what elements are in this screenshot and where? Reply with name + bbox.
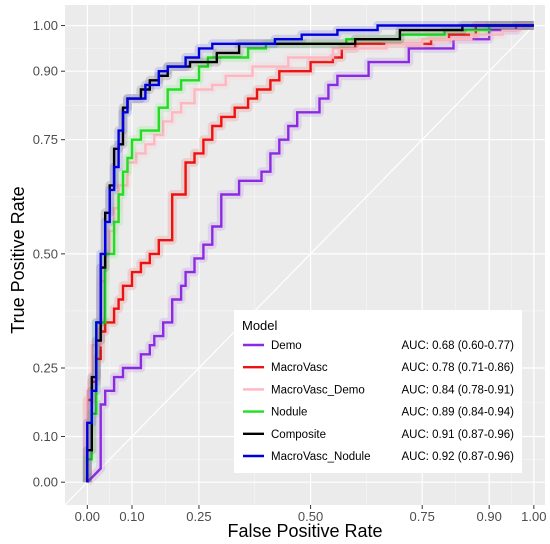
legend-label-macrovasc-nodule: MacroVasc_Nodule bbox=[271, 451, 371, 463]
diagonal-reference-line bbox=[64, 25, 535, 506]
legend-label-nodule: Nodule bbox=[271, 407, 307, 419]
legend-label-macrovasc-demo: MacroVasc_Demo bbox=[271, 384, 365, 396]
y-tick-label: 0.25 bbox=[33, 361, 58, 376]
y-tick-label: 0.75 bbox=[33, 132, 58, 147]
y-axis-ticks: 0.00 0.10 0.25 0.50 0.75 0.90 1.00 bbox=[33, 18, 65, 490]
legend-label-macrovasc: MacroVasc bbox=[271, 362, 328, 374]
series-line-macrovasc bbox=[86, 24, 534, 483]
legend-auc-demo: AUC: 0.68 (0.60-0.77) bbox=[401, 340, 514, 352]
legend-auc-composite: AUC: 0.91 (0.87-0.96) bbox=[401, 429, 514, 441]
legend-label-demo: Demo bbox=[271, 340, 302, 352]
legend-label-composite: Composite bbox=[271, 429, 326, 441]
y-tick-label: 0.00 bbox=[33, 475, 58, 490]
x-tick-label: 0.75 bbox=[410, 509, 435, 524]
x-tick-label: 0.90 bbox=[477, 509, 502, 524]
legend-auc-macrovasc: AUC: 0.78 (0.71-0.86) bbox=[401, 362, 514, 374]
legend-title: Model bbox=[242, 318, 278, 333]
x-axis-ticks: 0.00 0.10 0.25 0.50 0.75 0.90 1.00 bbox=[75, 505, 546, 524]
legend-auc-macrovasc-demo: AUC: 0.84 (0.78-0.91) bbox=[401, 384, 514, 396]
legend: Model Demo AUC: 0.68 (0.60-0.77) MacroVasc… bbox=[234, 310, 522, 473]
y-tick-label: 0.10 bbox=[33, 429, 58, 444]
legend-auc-nodule: AUC: 0.89 (0.84-0.94) bbox=[401, 407, 514, 419]
legend-items: Demo AUC: 0.68 (0.60-0.77) MacroVasc AUC: 0… bbox=[243, 340, 514, 463]
y-tick-label: 1.00 bbox=[33, 18, 58, 33]
x-tick-label: 1.00 bbox=[521, 509, 546, 524]
y-axis-label: True Positive Rate bbox=[8, 186, 28, 333]
series-layer bbox=[82, 21, 534, 486]
x-tick-label: 0.10 bbox=[119, 509, 144, 524]
series-line-demo bbox=[86, 24, 534, 484]
x-axis-label: False Positive Rate bbox=[227, 521, 382, 541]
series-line-macrovasc-demo bbox=[86, 24, 534, 483]
x-tick-label: 0.25 bbox=[186, 509, 211, 524]
legend-auc-macrovasc-nodule: AUC: 0.92 (0.87-0.96) bbox=[401, 451, 514, 463]
y-tick-label: 0.50 bbox=[33, 246, 58, 261]
x-tick-label: 0.50 bbox=[298, 509, 323, 524]
legend-box bbox=[234, 310, 522, 473]
y-tick-label: 0.90 bbox=[33, 64, 58, 79]
series-line-macrovasc-nodule bbox=[86, 24, 534, 483]
x-tick-label: 0.00 bbox=[75, 509, 100, 524]
